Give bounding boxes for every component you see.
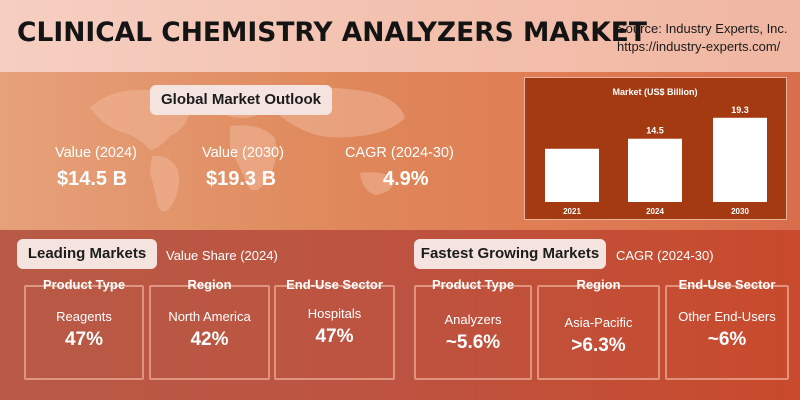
- market-chart: Market (US$ Billion) 2021 14.5 2024 19.3 203…: [524, 77, 787, 220]
- stat-label-value-2024: Value (2024): [55, 145, 137, 161]
- stat-value-cagr: 4.9%: [383, 168, 429, 190]
- page-title: CLINICAL CHEMISTRY ANALYZERS MARKET: [17, 17, 647, 48]
- x-tick-2021: 2021: [563, 207, 581, 216]
- x-tick-2024: 2024: [646, 207, 664, 216]
- header-banner: CLINICAL CHEMISTRY ANALYZERS MARKET Sour…: [0, 0, 800, 72]
- card-value: 42%: [190, 329, 229, 350]
- leading-markets-sublabel: Value Share (2024): [166, 248, 278, 263]
- card-heading: Region: [187, 277, 232, 292]
- leading-markets-label: Leading Markets: [17, 239, 157, 269]
- stat-value-2024: $14.5 B: [57, 168, 128, 190]
- card-value: 47%: [315, 326, 354, 347]
- stat-value-2030: $19.3 B: [206, 168, 277, 190]
- bar-2024: [628, 138, 682, 202]
- leading-card-region: Region North America 42%: [149, 277, 270, 380]
- stat-label-value-2030: Value (2030): [202, 145, 284, 161]
- data-label-2024: 14.5: [646, 126, 664, 136]
- card-heading: Product Type: [431, 277, 515, 292]
- leading-card-product-type: Product Type Reagents 47%: [24, 277, 144, 380]
- fastest-markets-sublabel: CAGR (2024-30): [616, 248, 714, 263]
- bar-2030: [713, 117, 767, 202]
- chart-title: Market (US$ Billion): [612, 87, 697, 97]
- card-segment: Hospitals: [307, 306, 362, 321]
- card-segment: North America: [168, 309, 251, 324]
- card-heading: Product Type: [42, 277, 126, 292]
- card-heading: End-Use Sector: [678, 277, 776, 292]
- source-name: Source: Industry Experts, Inc.: [617, 21, 788, 36]
- card-segment: Other End-Users: [678, 309, 776, 324]
- x-tick-2030: 2030: [731, 207, 749, 216]
- card-value: 47%: [64, 329, 104, 350]
- global-outlook-label: Global Market Outlook: [150, 85, 332, 115]
- world-map-graphic: [90, 87, 405, 212]
- fastest-card-end-use: End-Use Sector Other End-Users ~6%: [665, 277, 789, 380]
- data-label-2030: 19.3: [731, 105, 749, 115]
- source-credit: Source: Industry Experts, Inc. https://i…: [617, 20, 788, 56]
- bar-2021: [545, 148, 599, 202]
- leading-card-end-use: End-Use Sector Hospitals 47%: [274, 277, 395, 380]
- market-bar-chart: Market (US$ Billion) 2021 14.5 2024 19.3 203…: [545, 87, 767, 216]
- card-segment: Analyzers: [444, 312, 502, 327]
- card-heading: Region: [576, 277, 621, 292]
- card-segment: Asia-Pacific: [564, 315, 633, 330]
- fastest-card-product-type: Product Type Analyzers ~5.6%: [414, 277, 532, 380]
- fastest-markets-label: Fastest Growing Markets: [414, 239, 606, 269]
- source-link[interactable]: https://industry-experts.com/: [617, 39, 781, 54]
- stat-label-cagr: CAGR (2024-30): [345, 145, 454, 161]
- fastest-card-region: Region Asia-Pacific >6.3%: [537, 277, 660, 380]
- card-value: ~5.6%: [445, 332, 501, 353]
- card-value: ~6%: [707, 329, 747, 350]
- card-heading: End-Use Sector: [286, 277, 383, 292]
- card-segment: Reagents: [56, 309, 112, 324]
- card-value: >6.3%: [571, 335, 626, 356]
